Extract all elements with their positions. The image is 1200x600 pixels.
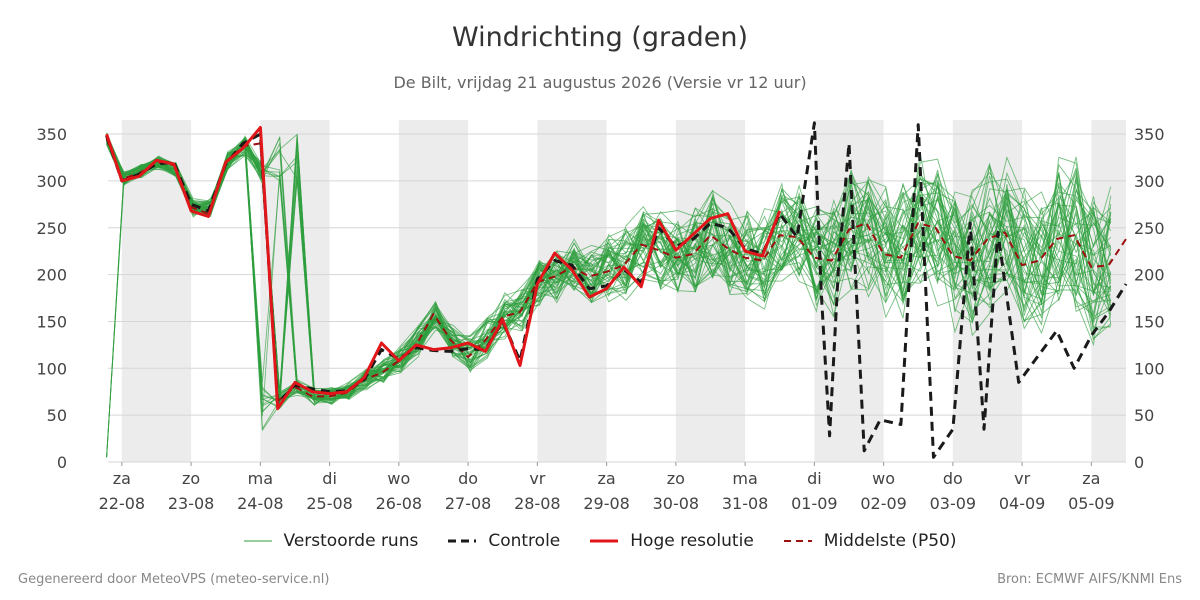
x-tick-date: 22-08 xyxy=(99,494,146,513)
x-tick-day: do xyxy=(458,469,478,488)
legend-swatch-control xyxy=(448,539,477,543)
x-tick-date: 05-09 xyxy=(1068,494,1115,513)
legend-label-median: Middelste (P50) xyxy=(823,531,957,551)
y-tick-label-left: 150 xyxy=(36,312,67,331)
y-tick-label-right: 0 xyxy=(1134,453,1144,472)
chart-title: Windrichting (graden) xyxy=(451,22,749,53)
y-tick-label-right: 150 xyxy=(1134,312,1165,331)
chart-subtitle: De Bilt, vrijdag 21 augustus 2026 (Versi… xyxy=(393,73,807,92)
ensemble-member-line xyxy=(106,136,1111,398)
main-series xyxy=(105,121,1128,459)
shaded-band-2 xyxy=(398,120,469,462)
x-tick-day: za xyxy=(598,469,616,488)
legend-label-perturbed: Verstoorde runs xyxy=(283,531,419,551)
x-tick-date: 28-08 xyxy=(514,494,561,513)
series-line-hoge-resolutie xyxy=(105,126,782,411)
x-axis: za 22-08 zo 23-08 ma 24-08 di 25-08 wo 26-08 do 27-… xyxy=(99,462,1115,513)
x-tick-day: vr xyxy=(1014,469,1030,488)
ensemble-member-line xyxy=(106,134,1112,401)
x-tick-day: ma xyxy=(248,469,273,488)
y-tick-label-right: 100 xyxy=(1134,359,1165,378)
x-tick-day: za xyxy=(113,469,131,488)
y-tick-label-right: 200 xyxy=(1134,266,1165,285)
x-tick-day: di xyxy=(807,469,822,488)
weekend-bands xyxy=(121,120,1126,462)
y-tick-label-left: 300 xyxy=(36,172,67,191)
x-tick-day: wo xyxy=(387,469,410,488)
gridlines xyxy=(108,133,1126,463)
x-tick-date: 25-08 xyxy=(306,494,353,513)
legend-swatch-perturbed xyxy=(243,540,272,542)
x-tick-day: do xyxy=(943,469,963,488)
x-tick-date: 02-09 xyxy=(860,494,907,513)
y-tick-label-left: 350 xyxy=(36,125,67,144)
x-tick-date: 03-09 xyxy=(930,494,977,513)
ensemble-member-line xyxy=(106,137,1112,406)
y-axis-right: 0 50 100 150 200 250 300 350 xyxy=(1134,125,1165,472)
x-tick-day: vr xyxy=(529,469,545,488)
ensemble-member-line xyxy=(106,135,1112,390)
y-tick-label-right: 50 xyxy=(1134,406,1154,425)
x-tick-date: 31-08 xyxy=(722,494,769,513)
series-line-controle xyxy=(105,121,1128,459)
legend-item-control: Controle xyxy=(448,531,560,551)
x-tick-date: 24-08 xyxy=(237,494,284,513)
y-tick-label-right: 250 xyxy=(1134,219,1165,238)
legend-item-highres: Hoge resolutie xyxy=(590,531,754,551)
footer-source: Bron: ECMWF AIFS/KNMI Ens xyxy=(997,572,1182,587)
y-tick-label-left: 0 xyxy=(57,453,67,472)
y-tick-label-left: 250 xyxy=(36,219,67,238)
y-tick-label-right: 300 xyxy=(1134,172,1165,191)
y-tick-label-left: 200 xyxy=(36,266,67,285)
legend: Verstoorde runs Controle Hoge resolutie … xyxy=(0,531,1200,551)
x-tick-date: 27-08 xyxy=(445,494,492,513)
legend-label-highres: Hoge resolutie xyxy=(630,531,754,551)
x-tick-date: 01-09 xyxy=(791,494,838,513)
y-axis-left: 0 50 100 150 200 250 300 350 xyxy=(36,125,67,472)
y-tick-label-left: 50 xyxy=(47,406,67,425)
x-tick-date: 23-08 xyxy=(168,494,215,513)
legend-label-control: Controle xyxy=(488,531,561,551)
ensemble-member-line xyxy=(106,140,1112,458)
x-tick-day: zo xyxy=(182,469,200,488)
y-tick-label-left: 100 xyxy=(36,359,67,378)
x-tick-date: 29-08 xyxy=(583,494,630,513)
footer-generated-by: Gegenereerd door MeteoVPS (meteo-service… xyxy=(18,572,330,587)
legend-item-median: Middelste (P50) xyxy=(783,531,957,551)
x-tick-day: za xyxy=(1082,469,1100,488)
ensemble-member-line xyxy=(106,137,1111,405)
x-tick-day: di xyxy=(322,469,337,488)
y-tick-label-right: 350 xyxy=(1134,125,1165,144)
legend-swatch-highres xyxy=(590,539,619,543)
x-tick-day: wo xyxy=(872,469,895,488)
x-tick-date: 04-09 xyxy=(999,494,1046,513)
x-tick-date: 26-08 xyxy=(376,494,423,513)
ensemble-member-line xyxy=(106,143,1112,409)
x-tick-day: ma xyxy=(732,469,757,488)
legend-swatch-median xyxy=(783,540,812,542)
x-tick-date: 30-08 xyxy=(653,494,700,513)
x-tick-day: zo xyxy=(667,469,685,488)
legend-item-perturbed: Verstoorde runs xyxy=(243,531,419,551)
